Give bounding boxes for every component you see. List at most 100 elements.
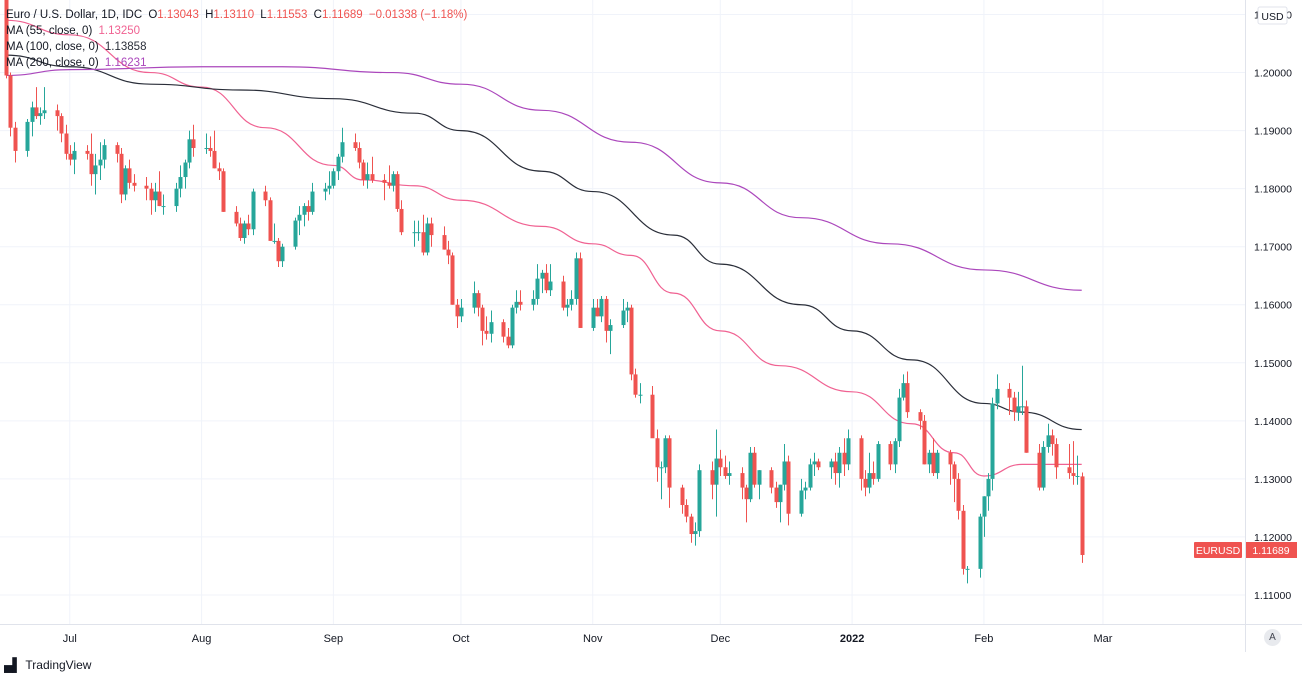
- ma100-line[interactable]: [5, 54, 1082, 431]
- candle[interactable]: [251, 188, 256, 236]
- candle[interactable]: [544, 264, 549, 294]
- candle[interactable]: [4, 0, 9, 79]
- candle[interactable]: [956, 473, 961, 520]
- candle[interactable]: [565, 298, 570, 317]
- candle[interactable]: [871, 461, 876, 485]
- candle[interactable]: [1071, 441, 1076, 485]
- candle[interactable]: [391, 171, 396, 192]
- candle[interactable]: [961, 505, 966, 575]
- candle[interactable]: [1037, 444, 1042, 491]
- candle[interactable]: [667, 435, 672, 508]
- candle[interactable]: [361, 159, 366, 186]
- candle[interactable]: [387, 165, 392, 189]
- candle[interactable]: [446, 240, 451, 265]
- candle[interactable]: [888, 441, 893, 471]
- ohlc-legend-row[interactable]: Euro / U.S. Dollar, 1D, IDC O1.13043 H1.…: [6, 7, 467, 23]
- candle[interactable]: [689, 513, 694, 543]
- candle[interactable]: [297, 206, 302, 236]
- candle[interactable]: [1054, 438, 1059, 479]
- candle[interactable]: [280, 243, 285, 268]
- candle[interactable]: [774, 481, 779, 508]
- candle[interactable]: [208, 136, 213, 157]
- candle[interactable]: [72, 142, 77, 175]
- candle[interactable]: [455, 298, 460, 328]
- ma200-label[interactable]: MA (200, close, 0): [6, 57, 99, 69]
- candle[interactable]: [476, 290, 481, 317]
- candle[interactable]: [161, 194, 166, 215]
- candle[interactable]: [1012, 391, 1017, 421]
- candle[interactable]: [752, 446, 757, 488]
- candle[interactable]: [540, 269, 545, 294]
- candle[interactable]: [693, 522, 698, 546]
- candle[interactable]: [8, 72, 13, 137]
- candle[interactable]: [514, 290, 519, 314]
- candle[interactable]: [327, 171, 332, 195]
- candle[interactable]: [638, 383, 643, 404]
- candle[interactable]: [416, 220, 421, 241]
- candle[interactable]: [1024, 400, 1029, 453]
- candle[interactable]: [633, 368, 638, 398]
- candle[interactable]: [659, 461, 664, 500]
- candle[interactable]: [174, 182, 179, 212]
- candle[interactable]: [25, 118, 30, 157]
- candle[interactable]: [421, 214, 426, 256]
- candle[interactable]: [727, 461, 732, 485]
- candle[interactable]: [786, 455, 791, 526]
- ma100-label[interactable]: MA (100, close, 0): [6, 41, 99, 53]
- candle[interactable]: [748, 446, 753, 503]
- ma55-legend-row[interactable]: MA (55, close, 0) 1.13250: [6, 23, 467, 39]
- candle[interactable]: [395, 171, 400, 212]
- candle[interactable]: [591, 298, 596, 331]
- candle[interactable]: [837, 446, 842, 488]
- candle[interactable]: [370, 156, 375, 183]
- candle[interactable]: [535, 264, 540, 305]
- candle[interactable]: [829, 458, 834, 479]
- candle[interactable]: [561, 275, 566, 311]
- candle[interactable]: [412, 220, 417, 247]
- candle[interactable]: [115, 142, 120, 163]
- candle[interactable]: [518, 290, 523, 311]
- candle[interactable]: [978, 513, 983, 578]
- candle[interactable]: [472, 281, 477, 314]
- candle[interactable]: [1080, 472, 1085, 563]
- candle[interactable]: [268, 197, 273, 241]
- auto-scale-button[interactable]: A: [1264, 629, 1281, 646]
- candle[interactable]: [331, 168, 336, 189]
- candle[interactable]: [382, 174, 387, 201]
- candle[interactable]: [548, 264, 553, 297]
- candle[interactable]: [574, 252, 579, 305]
- candle[interactable]: [323, 182, 328, 201]
- candle[interactable]: [191, 124, 196, 157]
- candle[interactable]: [808, 458, 813, 491]
- candle[interactable]: [629, 304, 634, 381]
- candle[interactable]: [450, 252, 455, 305]
- candle[interactable]: [30, 101, 35, 137]
- candle[interactable]: [34, 87, 39, 119]
- candle[interactable]: [357, 142, 362, 169]
- candle[interactable]: [718, 449, 723, 476]
- candle[interactable]: [489, 310, 494, 343]
- ma100-legend-row[interactable]: MA (100, close, 0) 1.13858: [6, 39, 467, 55]
- candle[interactable]: [723, 455, 728, 479]
- candle[interactable]: [918, 409, 923, 430]
- candle[interactable]: [782, 444, 787, 491]
- candle[interactable]: [89, 133, 94, 186]
- candle[interactable]: [187, 130, 192, 169]
- candle[interactable]: [905, 371, 910, 418]
- candle[interactable]: [217, 162, 222, 180]
- candle[interactable]: [1020, 365, 1025, 416]
- candle[interactable]: [710, 461, 715, 500]
- candle[interactable]: [655, 429, 660, 482]
- candle[interactable]: [1050, 429, 1055, 456]
- candle[interactable]: [931, 438, 936, 476]
- candle[interactable]: [119, 148, 124, 204]
- candle[interactable]: [64, 124, 69, 160]
- candle[interactable]: [922, 415, 927, 465]
- candle[interactable]: [480, 304, 485, 346]
- candle[interactable]: [13, 121, 18, 163]
- candle[interactable]: [123, 165, 128, 201]
- candle[interactable]: [625, 301, 630, 323]
- candle[interactable]: [68, 145, 73, 166]
- candle[interactable]: [55, 104, 60, 131]
- candle[interactable]: [310, 182, 315, 215]
